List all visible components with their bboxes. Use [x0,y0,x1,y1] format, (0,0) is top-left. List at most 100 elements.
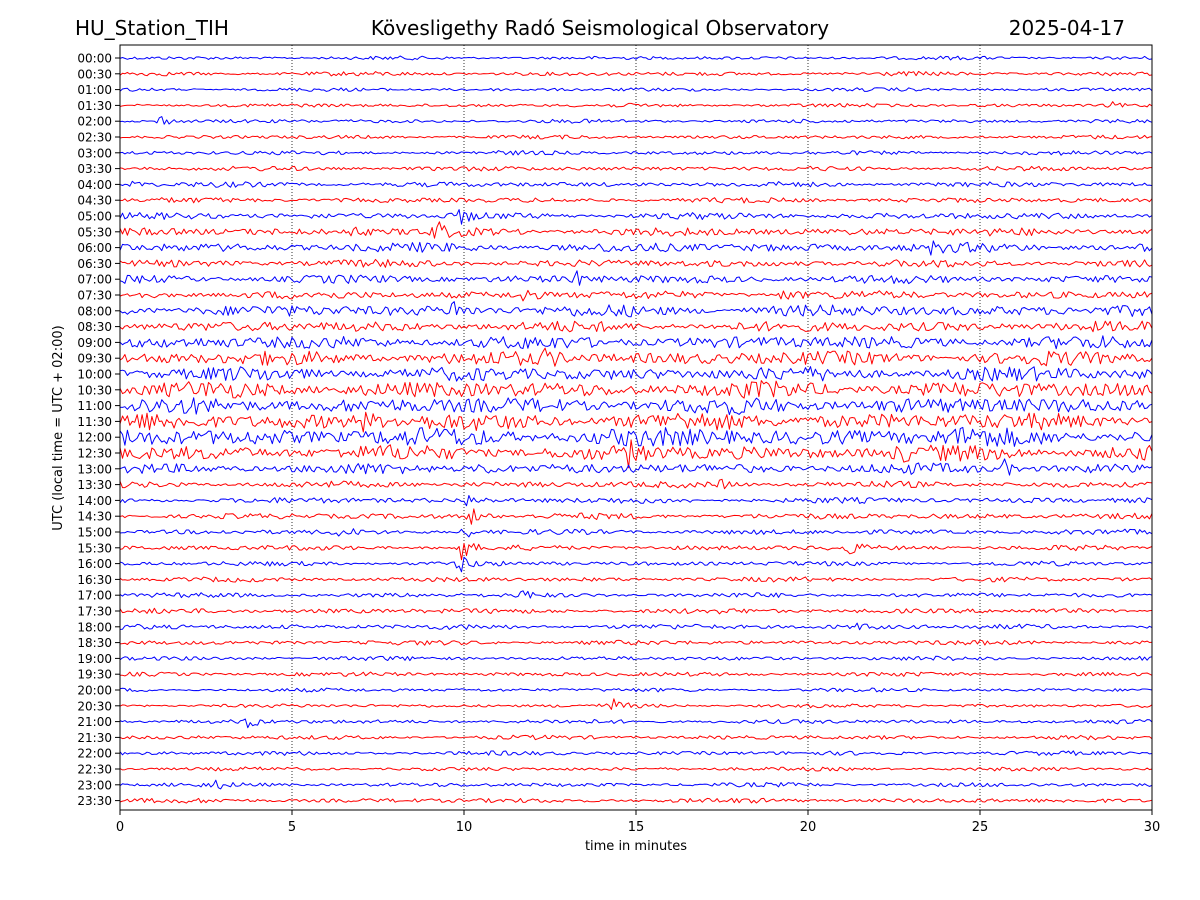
y-tick-label: 01:30 [77,99,112,113]
trace-line [119,655,1153,662]
trace-line [119,590,1153,599]
trace-line [119,718,1153,729]
x-tick-label: 30 [1144,820,1161,835]
y-tick-label: 14:00 [77,494,112,508]
y-tick-label: 10:00 [77,368,112,382]
trace-line [119,495,1153,507]
trace-line [119,766,1153,772]
trace-line [119,750,1153,756]
trace-line [120,671,1153,677]
y-tick-label: 06:00 [77,241,112,255]
y-tick-label: 10:30 [77,383,112,397]
y-tick-label: 13:00 [77,462,112,476]
trace-line [119,165,1152,172]
y-tick-label: 08:00 [77,304,112,318]
y-tick-label: 03:30 [77,162,112,176]
trace-line [119,134,1153,140]
trace-line [119,116,1153,125]
y-tick-label: 01:00 [77,83,112,97]
y-tick-label: 14:30 [77,510,112,524]
y-tick-label: 09:30 [77,352,112,366]
trace-line [119,221,1153,239]
x-axis-label: time in minutes [585,839,687,854]
y-tick-label: 15:30 [77,541,112,555]
trace-line [119,508,1153,525]
trace-line [119,197,1153,204]
vertical-gridlines [291,45,981,810]
x-tick-label: 15 [628,820,645,835]
y-tick-label: 00:30 [77,67,112,81]
trace-line [119,698,1153,710]
y-tick-label: 19:30 [77,668,112,682]
y-tick-label: 17:00 [77,589,112,603]
trace-line [119,734,1153,741]
y-tick-label: 04:00 [77,178,112,192]
y-tick-label: 05:00 [77,210,112,224]
trace-line [119,439,1153,469]
trace-line [119,55,1153,61]
y-tick-label: 23:30 [77,794,112,808]
chart-date: 2025-04-17 [1009,16,1125,40]
x-tick-label: 5 [288,820,296,835]
trace-line [119,687,1153,693]
trace-line [119,366,1153,382]
x-tick-label: 20 [800,820,817,835]
y-tick-label: 18:00 [77,620,112,634]
y-tick-label: 18:30 [77,636,112,650]
y-axis-label: UTC (local time = UTC + 02:00) [51,325,66,530]
y-tick-label: 15:00 [77,526,112,540]
y-tick-label: 02:00 [77,115,112,129]
trace-line [119,258,1153,268]
chart-title: Kövesligethy Radó Seismological Observat… [371,16,829,40]
trace-line [119,240,1153,256]
trace-line [119,478,1153,490]
y-tick-label: 04:30 [77,194,112,208]
station-label: HU_Station_TIH [75,16,229,40]
trace-line [119,87,1153,92]
y-tick-label: 11:30 [77,415,112,429]
trace-line [119,335,1153,350]
trace-line [119,289,1153,302]
x-tick-label: 0 [116,820,124,835]
x-tick-label: 25 [972,820,989,835]
y-tick-label: 07:30 [77,289,112,303]
trace-line [119,380,1153,399]
trace-line [119,458,1153,476]
trace-line [119,797,1153,804]
y-tick-label: 17:30 [77,605,112,619]
trace-line [119,320,1153,333]
y-tick-label: 23:00 [77,778,112,792]
y-tick-label: 08:30 [77,320,112,334]
trace-line [119,543,1153,561]
trace-line [119,607,1153,615]
y-tick-label: 16:30 [77,573,112,587]
trace-line [119,209,1153,225]
y-tick-label: 03:00 [77,146,112,160]
y-tick-label: 20:30 [77,699,112,713]
y-tick-label: 21:30 [77,731,112,745]
trace-line [119,576,1153,583]
y-tick-label: 21:00 [77,715,112,729]
trace-line [119,180,1153,188]
trace-line [119,301,1153,318]
trace-line [119,397,1153,416]
y-tick-label: 02:30 [77,131,112,145]
trace-line [119,70,1153,77]
y-tick-label: 12:30 [77,447,112,461]
trace-line [119,426,1153,447]
trace-line [119,779,1153,790]
trace-line [119,528,1153,538]
y-tick-label: 16:00 [77,557,112,571]
y-tick-label: 20:00 [77,684,112,698]
y-tick-label: 00:00 [77,52,112,66]
y-tick-label: 19:00 [77,652,112,666]
trace-line [119,622,1153,631]
x-axis-ticks: 0 5 10 15 20 25 30 [116,810,1160,835]
y-tick-label: 09:00 [77,336,112,350]
trace-group [119,55,1153,804]
trace-line [119,639,1153,646]
y-tick-label: 11:00 [77,399,112,413]
x-tick-label: 10 [456,820,473,835]
